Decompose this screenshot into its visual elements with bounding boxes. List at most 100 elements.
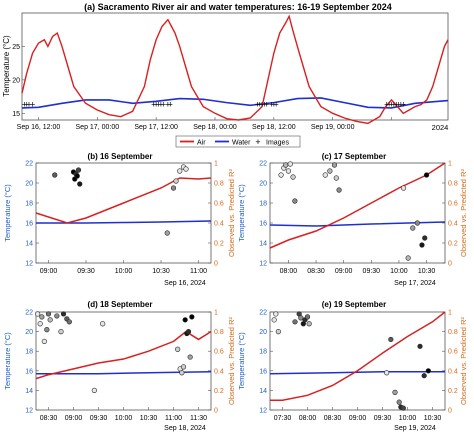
panel-d-image-point xyxy=(179,370,185,376)
panel-c-ylabel: Temperature (°C) xyxy=(237,184,246,242)
panel-d-xtick-label: 09:30 xyxy=(90,415,108,422)
panel-d-image-point xyxy=(189,314,195,320)
panel-d-y2tick-label: 0.2 xyxy=(214,388,224,395)
panel-a-image-marker: + xyxy=(398,100,403,110)
panel-c-image-point xyxy=(322,172,328,178)
panel-b-title: (b) 16 September xyxy=(88,152,153,161)
panel-e-xtick-label: 09:00 xyxy=(349,415,367,422)
panel-a-image-marker: + xyxy=(255,100,260,110)
panel-e-image-point xyxy=(298,315,304,321)
panel-a-image-marker: + xyxy=(391,100,396,110)
panel-b-ytick-label: 12 xyxy=(25,261,33,268)
panel-e-image-point xyxy=(275,329,281,335)
panel-a-image-marker: + xyxy=(158,100,163,110)
panel-b-image-point xyxy=(77,181,83,187)
panel-d-image-point xyxy=(60,311,67,317)
panel-a-image-marker: + xyxy=(274,100,279,110)
panel-c-ytick-label: 20 xyxy=(259,181,267,188)
panel-d-y2tick-label: 0.8 xyxy=(214,329,224,336)
panel-e-image-point xyxy=(273,311,279,317)
panel-c-image-point xyxy=(419,242,425,248)
panel-b-image-point xyxy=(170,185,177,191)
panel-c-xtick-label: 09:00 xyxy=(335,268,353,275)
panel-c-ytick-label: 14 xyxy=(259,241,267,248)
panel-d-r2-line xyxy=(35,330,212,380)
panel-a-air-line xyxy=(21,14,449,125)
panel-c-image-point xyxy=(283,162,289,168)
panel-d-ytick-label: 20 xyxy=(25,329,33,336)
panel-b-xtick-label: 10:30 xyxy=(152,268,170,275)
panel-d-xtick-label: 08:30 xyxy=(40,415,58,422)
panel-a-image-marker: + xyxy=(271,100,276,110)
panel-e-ytick-label: 14 xyxy=(259,388,267,395)
panel-e-image-point xyxy=(417,343,423,349)
panel-d-y2tick-label: 0.4 xyxy=(214,368,224,375)
panel-d-y2label: Observed vs. Predicted R² xyxy=(227,317,236,405)
panel-c-ytick-label: 16 xyxy=(259,221,267,228)
panel-e-ylabel: Temperature (°C) xyxy=(237,332,246,390)
legend-images-label: Images xyxy=(266,140,289,147)
panel-e-image-point xyxy=(306,321,312,327)
panel-a-image-marker: + xyxy=(26,100,31,110)
panel-a-image-marker: + xyxy=(387,100,392,110)
panel-d-y2tick-label: 0.6 xyxy=(214,349,224,356)
panel-c-image-point xyxy=(331,162,338,168)
panel-e-y2tick-label: 0 xyxy=(448,408,452,415)
legend-images-swatch: + xyxy=(255,137,260,147)
panel-e-image-point xyxy=(271,317,277,323)
panel-b-image-point xyxy=(183,166,189,172)
panel-b-y2label: Observed vs. Predicted R² xyxy=(227,169,236,257)
panel-d-image-point xyxy=(41,338,47,345)
panel-a-ytick-label: 20 xyxy=(12,77,20,84)
panel-c-image-point xyxy=(278,172,284,178)
panel-e-image-point xyxy=(425,368,431,374)
panel-c-image-point xyxy=(285,168,292,174)
panel-c-y2tick-label: 0 xyxy=(448,261,452,268)
panel-c-date-label: Sep 17, 2024 xyxy=(394,280,436,287)
panel-e-y2tick-label: 0.4 xyxy=(448,368,458,375)
panel-a-image-marker: + xyxy=(384,100,389,110)
panel-e-xtick-label: 07:30 xyxy=(274,415,292,422)
panel-c-image-point xyxy=(405,255,411,261)
panel-a-image-marker: + xyxy=(165,100,170,110)
panel-b-ytick-label: 18 xyxy=(25,201,33,208)
panel-d-xtick-label: 11:00 xyxy=(165,415,182,422)
panel-e-ytick-label: 12 xyxy=(259,408,267,415)
panel-e-image-point xyxy=(392,389,398,395)
panel-e-ytick-label: 16 xyxy=(259,368,267,375)
panel-e-xtick-label: 09:30 xyxy=(374,415,392,422)
panel-d-ytick-label: 22 xyxy=(25,310,33,317)
panel-a-image-marker: + xyxy=(22,100,27,110)
panel-d-ytick-label: 16 xyxy=(25,368,33,375)
panel-e-y2tick-label: 0.8 xyxy=(448,329,458,336)
panel-e-image-point xyxy=(292,319,298,325)
panel-a-water-line xyxy=(21,97,449,109)
panel-a-image-marker: + xyxy=(262,100,267,110)
panel-e: (e) 19 September Temperature (°C) Observ… xyxy=(237,300,468,432)
panel-b-image-point xyxy=(173,178,179,184)
panel-d: (d) 18 September Temperature (°C) Observ… xyxy=(3,300,236,432)
panel-c-ytick-label: 22 xyxy=(259,161,267,168)
panel-c: (c) 17 September Temperature (°C) Observ… xyxy=(237,152,468,287)
panel-d-image-point xyxy=(175,346,181,352)
panel-a-xtick-label: Sep 18, 12:00 xyxy=(252,124,296,131)
panel-e-title: (e) 19 September xyxy=(322,300,386,309)
panel-d-image-point xyxy=(182,317,188,323)
panel-d-image-point xyxy=(45,311,52,317)
panel-d-image-point xyxy=(35,311,41,317)
panel-e-xtick-label: 10:00 xyxy=(399,415,417,422)
panel-b-ytick-label: 14 xyxy=(25,241,33,248)
panel-d-title: (d) 18 September xyxy=(88,300,153,309)
panel-e-image-point xyxy=(384,370,390,376)
panel-c-image-point xyxy=(292,198,298,204)
panel-a-xtick-label: Sep 17, 00:00 xyxy=(76,124,120,131)
panel-d-y2tick-label: 1 xyxy=(214,310,218,317)
panel-c-image-point xyxy=(414,220,420,226)
panel-e-ytick-label: 20 xyxy=(259,329,267,336)
panel-e-date-label: Sep 19, 2024 xyxy=(394,425,436,432)
panel-a-image-marker: + xyxy=(259,100,264,110)
panel-a-image-marker: + xyxy=(151,100,156,110)
panel-a-image-marker: + xyxy=(161,100,166,110)
panel-a: (a) Sacramento River air and water tempe… xyxy=(2,2,449,132)
panel-b-ytick-label: 22 xyxy=(25,161,33,168)
